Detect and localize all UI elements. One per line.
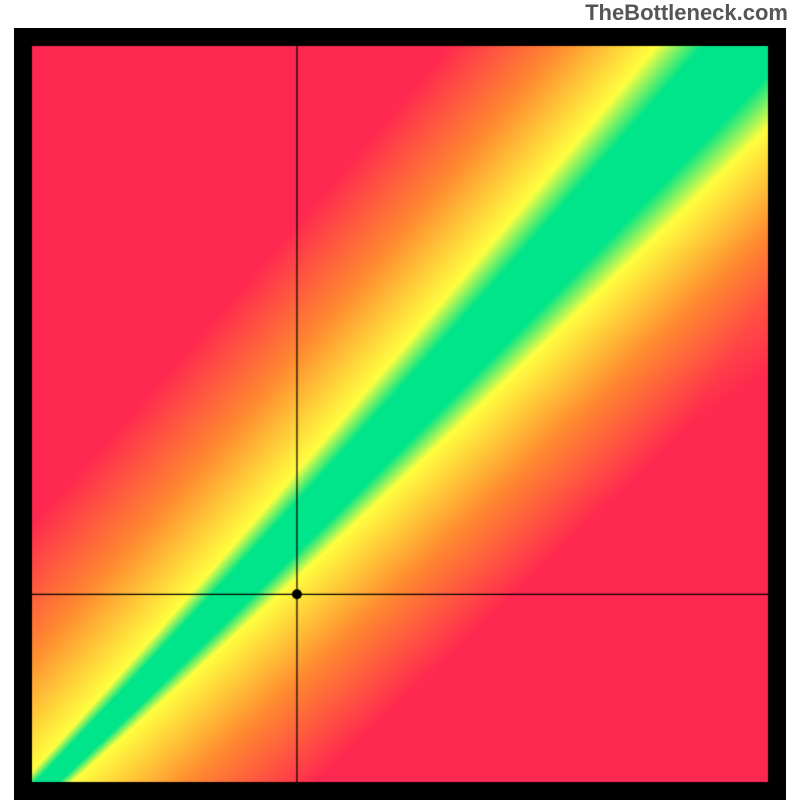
watermark-text: TheBottleneck.com: [585, 0, 788, 26]
chart-container: TheBottleneck.com: [0, 0, 800, 800]
plot-frame: [14, 28, 786, 800]
heatmap-canvas: [14, 28, 786, 800]
